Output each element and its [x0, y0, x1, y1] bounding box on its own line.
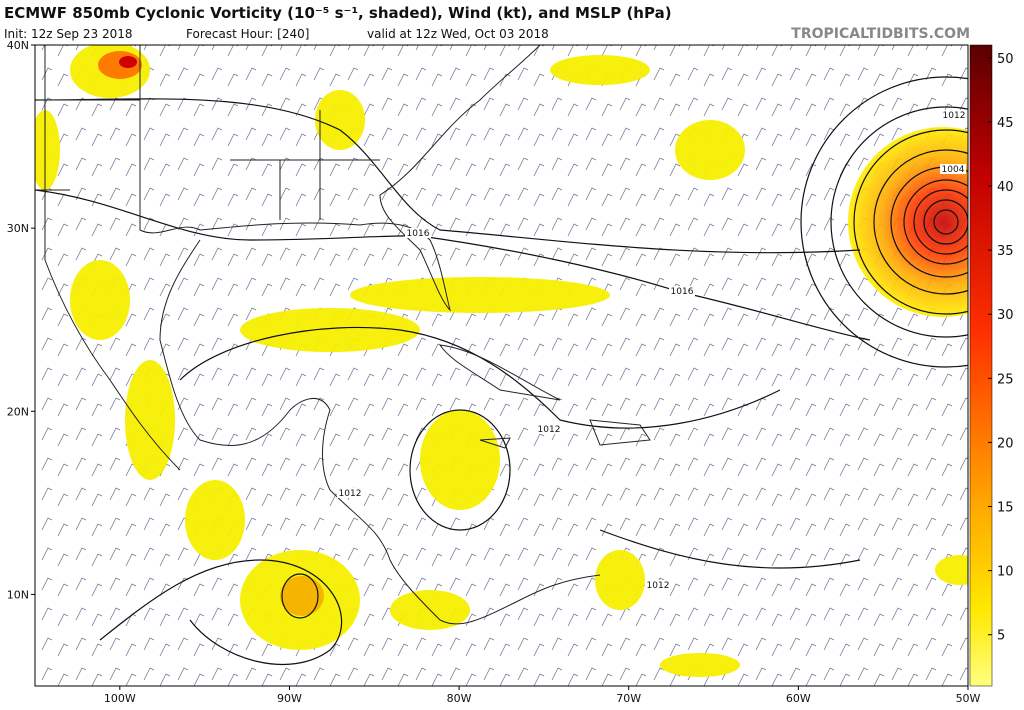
forecast-hour: Forecast Hour: [240] — [186, 27, 309, 41]
lon-label: 100W — [104, 692, 136, 705]
init-time: Init: 12z Sep 23 2018 — [4, 27, 132, 41]
isobar-label: 1012 — [339, 489, 362, 499]
lat-label: 10N — [7, 588, 29, 601]
lon-label: 50W — [956, 692, 981, 705]
title: ECMWF 850mb Cyclonic Vorticity (10⁻⁵ s⁻¹… — [4, 4, 672, 22]
colorbar-label: 40 — [997, 180, 1014, 195]
colorbar — [969, 44, 993, 687]
isobar-label: 1012 — [647, 581, 670, 591]
map-area — [35, 45, 968, 686]
colorbar-label: 20 — [997, 436, 1014, 451]
isobar-label: 1016 — [407, 229, 430, 239]
isobar-label-bg — [645, 580, 671, 590]
colorbar-label: 5 — [997, 629, 1005, 644]
lat-label: 30N — [7, 222, 29, 235]
isobar-label: 1016 — [671, 287, 694, 297]
lon-label: 70W — [616, 692, 641, 705]
isobar-label-bg — [536, 424, 562, 434]
lon-label: 90W — [277, 692, 302, 705]
isobar-label: 1012 — [538, 425, 561, 435]
isobar-label: 1012 — [943, 111, 966, 121]
colorbar-label: 30 — [997, 308, 1014, 323]
lon-label: 60W — [786, 692, 811, 705]
valid-time: valid at 12z Wed, Oct 03 2018 — [367, 27, 549, 41]
colorbar-label: 15 — [997, 501, 1014, 516]
map-frame — [34, 44, 969, 687]
colorbar-label: 35 — [997, 244, 1014, 259]
site-credit: TROPICALTIDBITS.COM — [791, 26, 970, 42]
isobar-label-bg — [405, 228, 431, 238]
isobar-label-bg — [669, 286, 695, 296]
isobar-label-bg — [940, 164, 966, 174]
colorbar-label: 50 — [997, 52, 1014, 67]
annotations: 40N 30N 20N 10N 100W 90W 80W 70W 60W 50W 1012 1012 1… — [7, 39, 1014, 705]
isobar-label: 1004 — [942, 165, 965, 175]
coastlines — [35, 45, 651, 625]
isobar-label-bg — [941, 110, 967, 120]
colorbar-label: 10 — [997, 565, 1014, 580]
lat-label: 20N — [7, 405, 29, 418]
isobar-label-bg — [337, 488, 363, 498]
colorbar-label: 45 — [997, 116, 1014, 131]
colorbar-label: 25 — [997, 372, 1014, 387]
lat-label: 40N — [7, 39, 29, 52]
isobars — [35, 76, 968, 665]
lon-label: 80W — [447, 692, 472, 705]
